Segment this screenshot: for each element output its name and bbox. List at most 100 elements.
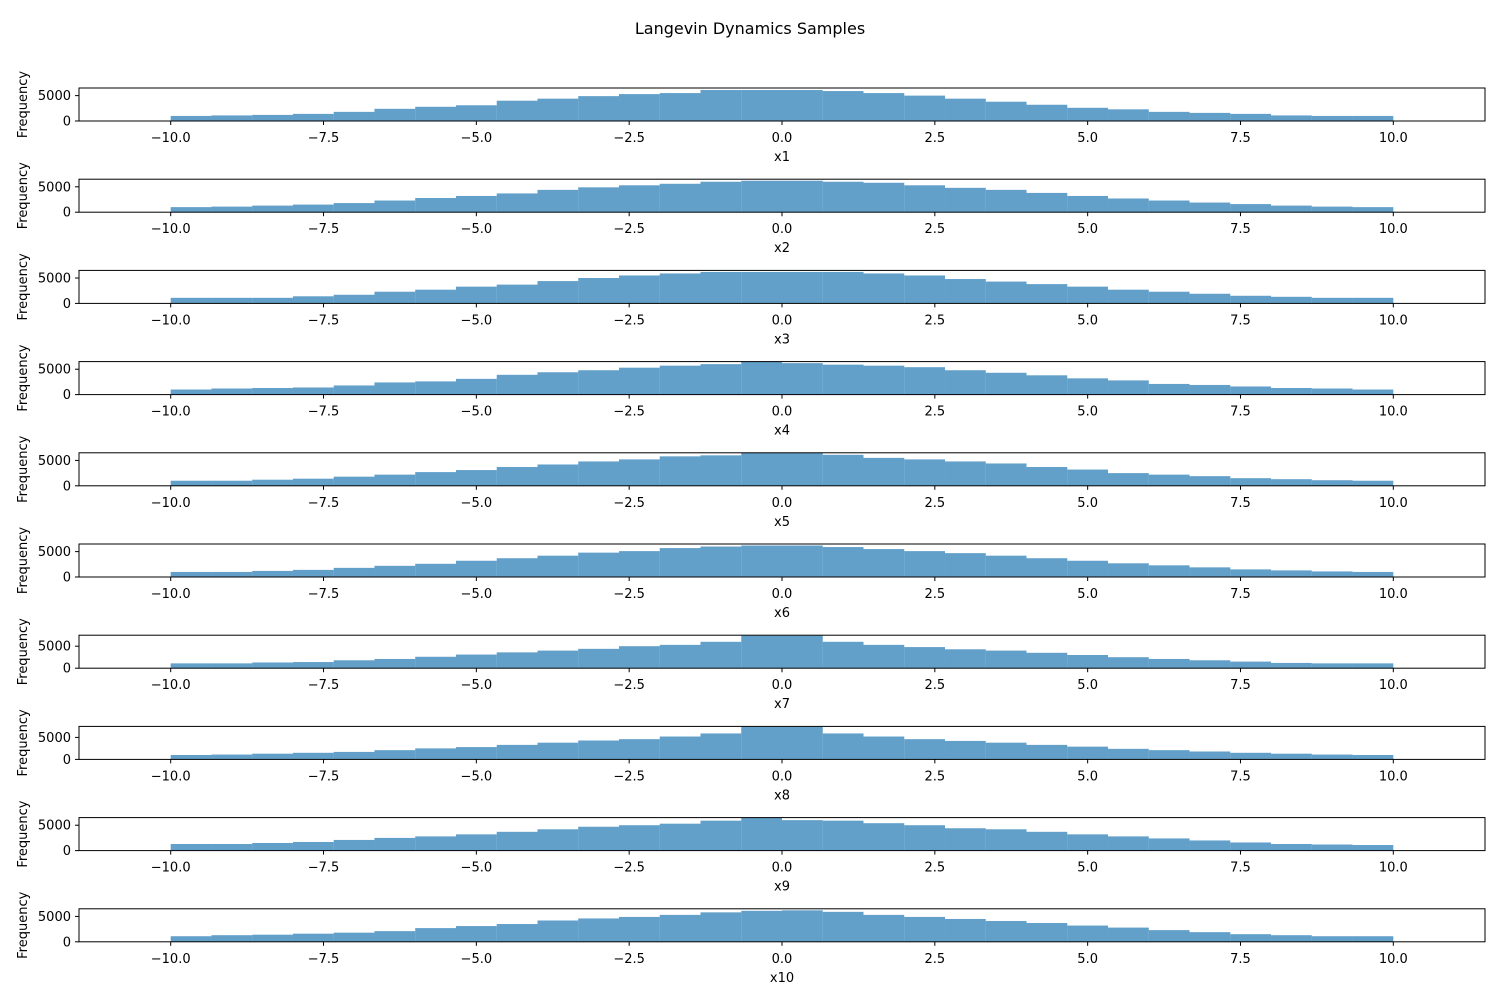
bar-x1-8 [455, 105, 497, 121]
bar-x3-21 [985, 281, 1027, 304]
bar-x1-29 [1311, 115, 1353, 121]
bar-x1-6 [374, 108, 416, 121]
y-axis-label: Frequency [16, 709, 31, 776]
bar-x7-18 [863, 644, 905, 669]
bar-x8-16 [782, 726, 823, 760]
bar-x10-3 [252, 934, 293, 942]
y-tick-label: 0 [63, 935, 71, 950]
x-tick-label: −5.0 [461, 131, 493, 146]
x-tick-label: 5.0 [1077, 313, 1098, 328]
x-tick-label: −10.0 [151, 769, 191, 784]
panel-x8: −10.0 −7.5 −5.0 −2.5 0.0 2.5 5.0 7.5 10.0 0 5000 x8… [16, 709, 1486, 803]
bar-x2-11 [578, 187, 619, 213]
bar-x7-30 [1352, 663, 1394, 669]
x-tick-label: −7.5 [308, 678, 340, 693]
x-axis-label: x9 [774, 880, 790, 895]
bar-x2-12 [618, 185, 660, 213]
bar-x6-3 [252, 570, 293, 577]
x-tick-label: 5.0 [1077, 678, 1098, 693]
bar-x9-21 [985, 829, 1027, 851]
y-tick-label: 5000 [38, 640, 71, 655]
bar-x10-30 [1352, 936, 1394, 942]
bar-x1-28 [1271, 115, 1312, 121]
bar-x1-21 [985, 101, 1027, 121]
x-axis-label: x6 [774, 606, 790, 621]
bar-x10-25 [1148, 930, 1190, 942]
bar-x9-13 [659, 823, 701, 851]
x-tick-label: 7.5 [1230, 313, 1251, 328]
bar-x9-14 [700, 820, 742, 851]
bar-x3-10 [537, 281, 579, 304]
bar-x10-17 [822, 911, 864, 942]
bar-x5-14 [700, 455, 742, 486]
x-tick-label: 5.0 [1077, 587, 1098, 602]
bar-x1-4 [292, 113, 334, 121]
y-axis-label: Frequency [16, 253, 31, 320]
bar-x5-30 [1352, 480, 1394, 486]
y-tick-label: 0 [63, 662, 71, 677]
bar-x2-8 [455, 195, 497, 213]
bar-x10-11 [578, 918, 619, 942]
bar-x8-20 [945, 740, 986, 760]
bar-x2-28 [1271, 205, 1312, 213]
bar-x4-13 [659, 365, 701, 395]
x-tick-label: 7.5 [1230, 769, 1251, 784]
x-tick-label: −2.5 [613, 405, 645, 420]
bar-x2-29 [1311, 206, 1353, 213]
bar-x2-15 [741, 180, 782, 213]
bar-x4-2 [211, 388, 253, 395]
bar-x6-7 [415, 563, 456, 577]
bar-x9-8 [455, 834, 497, 851]
bar-x5-18 [863, 457, 905, 486]
bar-x9-2 [211, 844, 253, 851]
bar-x9-17 [822, 820, 864, 851]
x-tick-label: −10.0 [151, 952, 191, 967]
bar-x4-18 [863, 365, 905, 395]
bar-x5-27 [1230, 478, 1272, 486]
bar-x4-1 [170, 389, 212, 395]
x-tick-label: 10.0 [1379, 769, 1408, 784]
x-tick-label: 10.0 [1379, 496, 1408, 511]
bar-x2-17 [822, 181, 864, 213]
x-tick-label: 0.0 [772, 496, 793, 511]
bar-x6-10 [537, 555, 579, 577]
bar-x10-5 [333, 932, 375, 942]
y-tick-label: 5000 [38, 910, 71, 925]
x-tick-label: −7.5 [308, 769, 340, 784]
panel-x7: −10.0 −7.5 −5.0 −2.5 0.0 2.5 5.0 7.5 10.0 0 5000 x7… [16, 618, 1486, 712]
bar-x1-2 [211, 115, 253, 121]
bar-x7-15 [741, 635, 782, 669]
bar-x8-3 [252, 753, 293, 760]
x-tick-label: −7.5 [308, 222, 340, 237]
bar-x4-28 [1271, 388, 1312, 395]
bar-x1-24 [1108, 109, 1149, 121]
bar-x6-25 [1148, 565, 1190, 577]
x-tick-label: 5.0 [1077, 952, 1098, 967]
bar-x9-27 [1230, 842, 1272, 851]
bar-x1-14 [700, 90, 742, 121]
bar-x7-6 [374, 658, 416, 669]
y-tick-label: 5000 [38, 272, 71, 287]
bar-x5-15 [741, 452, 782, 486]
bar-x4-7 [415, 381, 456, 395]
bar-x9-30 [1352, 845, 1394, 851]
bar-x4-5 [333, 385, 375, 395]
bar-x7-29 [1311, 663, 1353, 669]
bar-x3-4 [292, 296, 334, 304]
bar-x4-15 [741, 361, 782, 395]
bar-x4-20 [945, 370, 986, 395]
bar-x8-29 [1311, 754, 1353, 760]
bar-x7-3 [252, 662, 293, 669]
y-tick-label: 0 [63, 297, 71, 312]
bar-x4-21 [985, 372, 1027, 395]
bar-x6-22 [1026, 558, 1068, 577]
bar-x8-4 [292, 752, 334, 760]
bar-x8-24 [1108, 748, 1149, 760]
bar-x3-3 [252, 297, 293, 304]
bar-x3-24 [1108, 289, 1149, 304]
bar-x9-24 [1108, 836, 1149, 851]
bar-x5-10 [537, 464, 579, 486]
bar-x4-26 [1189, 384, 1231, 395]
x-tick-label: 0.0 [772, 405, 793, 420]
